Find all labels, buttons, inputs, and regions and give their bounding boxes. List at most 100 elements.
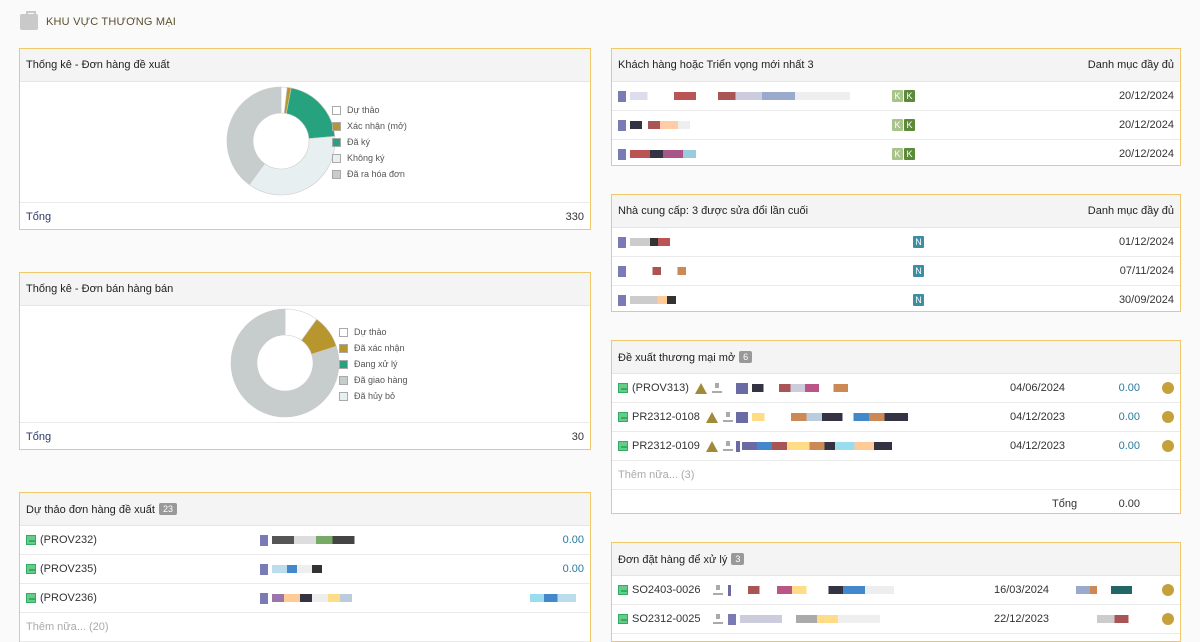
panel-header: Khách hàng hoặc Triển vọng mới nhất 3 Da… <box>612 49 1180 82</box>
legend-item: Đã ký <box>332 134 407 150</box>
proposal-ref-link[interactable]: (PROV313) <box>632 382 689 394</box>
amount-blur <box>530 594 576 602</box>
table-row[interactable]: (PROV313) 04/06/2024 0.00 <box>612 374 1180 403</box>
more-link[interactable]: Thêm nữa... (3) <box>612 461 1180 490</box>
amount: 0.00 <box>1118 382 1140 394</box>
table-row[interactable]: (PROV236) <box>20 584 590 613</box>
table-row[interactable]: N 01/12/2024 <box>612 228 1180 257</box>
table-row[interactable]: (PROV235) 0.00 <box>20 555 590 584</box>
amount: 0.00 <box>1118 440 1140 452</box>
download-icon[interactable] <box>711 383 722 393</box>
supplier-name[interactable] <box>630 238 670 246</box>
table-row[interactable]: K K 20/12/2024 <box>612 111 1180 140</box>
date: 22/12/2023 <box>994 613 1050 625</box>
proposal-ref-link[interactable]: PR2312-0109 <box>632 440 700 452</box>
suppliers-panel: Nhà cung cấp: 3 được sửa đổi lần cuối Da… <box>611 194 1181 312</box>
table-row[interactable]: PR2312-0109 04/12/2023 0.00 <box>612 432 1180 461</box>
status-indicator-icon <box>1162 382 1174 394</box>
company-name[interactable] <box>630 121 690 129</box>
customer-badge: K <box>892 90 903 102</box>
legend-item: Đã giao hàng <box>339 372 408 388</box>
legend-swatch <box>332 137 341 147</box>
order-stats-panel: Thống kê - Đơn bán hàng bán Dự thảo Đã xá… <box>19 272 591 450</box>
customer-badge: K <box>892 119 903 131</box>
legend-label: Xác nhận (mở) <box>347 121 407 131</box>
chart-legend: Dự thảo Xác nhận (mở) Đã ký Không ký Đã ra h… <box>332 102 407 182</box>
total-row: Tổng 330 <box>20 203 590 231</box>
legend-swatch <box>332 153 341 163</box>
company-name <box>748 586 894 594</box>
total-value: 0.00 <box>1118 498 1140 510</box>
legend-swatch <box>332 105 341 115</box>
table-row[interactable]: K K 20/12/2024 <box>612 82 1180 111</box>
company-name <box>740 615 880 623</box>
total-row: Tổng 30 <box>20 423 590 451</box>
legend-item: Đang xử lý <box>339 356 408 372</box>
warning-icon <box>694 382 707 394</box>
legend-item: Đã hủy bỏ <box>339 388 408 404</box>
download-icon[interactable] <box>712 614 723 624</box>
date: 20/12/2024 <box>1118 148 1174 160</box>
company-icon <box>728 584 731 596</box>
table-row[interactable]: SO2403-0026 16/03/2024 <box>612 576 1180 605</box>
page-header: KHU VỰC THƯƠNG MẠI <box>20 10 176 34</box>
warning-icon <box>705 440 718 452</box>
full-list-link[interactable]: Danh mục đầy đủ <box>1087 59 1174 71</box>
table-row[interactable]: K K 20/12/2024 <box>612 140 1180 168</box>
supplier-name[interactable] <box>630 296 676 304</box>
proposal-ref-link[interactable]: (PROV236) <box>40 592 97 604</box>
company-icon <box>618 294 626 306</box>
proposal-icon <box>26 564 36 574</box>
legend-swatch <box>339 343 348 353</box>
legend-label: Không ký <box>347 153 385 163</box>
panel-title: Đề xuất thương mại mở <box>618 351 736 364</box>
company-icon <box>618 148 626 160</box>
download-icon[interactable] <box>722 441 733 451</box>
proposal-ref-link[interactable]: PR2312-0108 <box>632 411 700 423</box>
amount: 0.00 <box>562 563 584 575</box>
date: 07/11/2024 <box>1119 265 1174 277</box>
company-name <box>272 594 352 602</box>
download-icon[interactable] <box>712 585 723 595</box>
panel-header: Dự thảo đơn hàng đề xuất 23 <box>20 493 590 526</box>
legend-swatch <box>332 169 341 179</box>
more-link-label[interactable]: Thêm nữa... (3) <box>618 469 695 481</box>
order-ref-link[interactable]: SO2403-0026 <box>632 584 701 596</box>
pie-slice-3 <box>248 136 336 196</box>
chart-legend: Dự thảo Đã xác nhận Đang xử lý Đã giao hàng… <box>339 324 408 404</box>
table-row[interactable]: (PROV232) 0.00 <box>20 526 590 555</box>
table-row[interactable]: N 07/11/2024 <box>612 257 1180 286</box>
supplier-name[interactable] <box>630 267 686 275</box>
page-title: KHU VỰC THƯƠNG MẠI <box>46 16 177 28</box>
proposal-icon <box>618 383 628 393</box>
date: 16/03/2024 <box>994 584 1050 596</box>
legend-item: Dự thảo <box>339 324 408 340</box>
table-row[interactable]: PR2312-0108 04/12/2023 0.00 <box>612 403 1180 432</box>
date: 30/09/2024 <box>1118 294 1174 306</box>
order-ref-link[interactable]: SO2312-0025 <box>632 613 701 625</box>
open-proposals-panel: Đề xuất thương mại mở 6 (PROV313) 04/06/2… <box>611 340 1181 514</box>
warning-icon <box>705 411 718 423</box>
proposal-ref-link[interactable]: (PROV235) <box>40 563 97 575</box>
briefcase-icon <box>20 11 38 30</box>
legend-item: Xác nhận (mở) <box>332 118 407 134</box>
company-icon <box>736 411 748 423</box>
legend-item: Đã ra hóa đơn <box>332 166 407 182</box>
more-link-label[interactable]: Thêm nữa... (20) <box>26 621 109 633</box>
full-list-link[interactable]: Danh mục đầy đủ <box>1087 205 1174 217</box>
total-label: Tổng <box>26 211 52 223</box>
proposal-ref-link[interactable]: (PROV232) <box>40 534 97 546</box>
company-name <box>742 442 892 450</box>
company-icon <box>728 613 736 625</box>
company-name[interactable] <box>630 92 850 100</box>
table-row[interactable]: N 30/09/2024 <box>612 286 1180 314</box>
table-row[interactable]: SO2312-0025 22/12/2023 <box>612 605 1180 634</box>
amount-blur <box>1076 586 1146 594</box>
company-name[interactable] <box>630 150 696 158</box>
legend-label: Đã ký <box>347 137 371 147</box>
proposal-icon <box>618 441 628 451</box>
pie-slice-4 <box>226 86 282 186</box>
legend-item: Không ký <box>332 150 407 166</box>
status-indicator-icon <box>1162 440 1174 452</box>
download-icon[interactable] <box>722 412 733 422</box>
